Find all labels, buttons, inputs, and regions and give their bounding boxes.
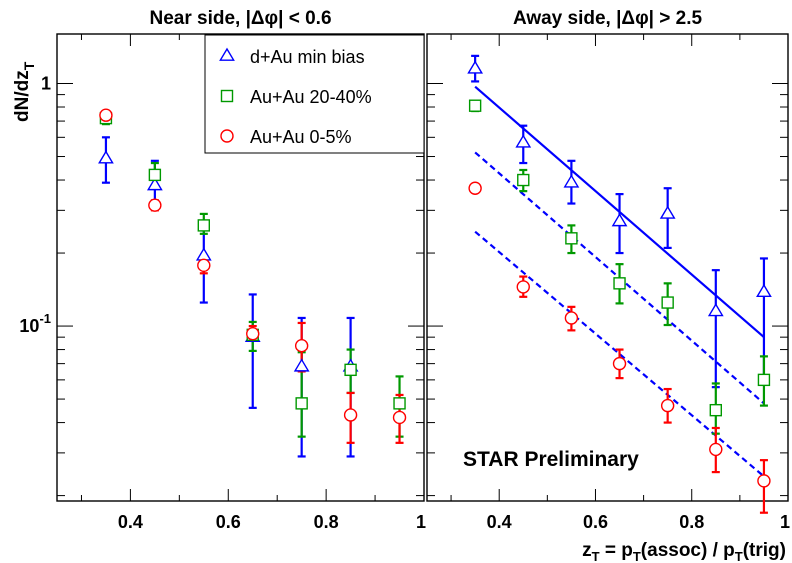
x-tick-label: 0.6 [583, 512, 608, 532]
legend-marker [220, 129, 234, 143]
legend-box [204, 34, 425, 154]
near-side-panel: Near side, |Δφ| < 0.6 0.4 0.6 0.8 1 1 10-1 dN/d… [12, 8, 426, 532]
data-point [197, 219, 211, 232]
data-point [612, 356, 627, 371]
x-tick-label: 0.4 [487, 512, 512, 532]
x-axis-label-part: z [582, 540, 592, 561]
plot-frame [56, 33, 425, 502]
y-tick-label-base: 10 [19, 316, 39, 336]
data-point [660, 398, 675, 413]
data-point [707, 302, 724, 317]
data-point [195, 247, 212, 261]
data-point [343, 408, 358, 422]
x-axis-label-sub: T [735, 549, 743, 563]
data-point [295, 397, 308, 410]
series-triangle [98, 150, 359, 372]
x-axis-label: zT = pT(assoc) / pT(trig) [582, 540, 786, 563]
away-side-panel: Away side, |Δφ| > 2.50.4 0.6 0.8 1zT = pT(a… [426, 8, 790, 563]
data-point [611, 213, 628, 227]
data-point [294, 338, 309, 353]
x-axis-label-part: (assoc) / p [641, 540, 735, 561]
error-bars-circle [519, 275, 768, 514]
x-tick-label: 0.8 [314, 512, 339, 532]
x-tick-label: 0.8 [679, 512, 704, 532]
data-point [468, 181, 482, 195]
legend-label: Au+Au 20-40% [250, 87, 372, 107]
y-tick-label: 1 [41, 74, 51, 94]
data-point [148, 168, 162, 182]
y-axis-label-sub: T [21, 61, 37, 70]
y-tick-label: 10-1 [19, 311, 51, 336]
data-point [709, 442, 723, 457]
chart-title: Near side, |Δφ| < 0.6 [149, 8, 331, 29]
data-point [393, 397, 406, 410]
series-square [468, 99, 771, 417]
data-point [709, 403, 722, 417]
series-circle [99, 108, 407, 425]
data-point [515, 134, 532, 148]
y-tick-label-exp: -1 [39, 311, 51, 326]
data-point [517, 173, 530, 187]
data-point [659, 205, 676, 219]
data-point [756, 283, 772, 298]
data-point [344, 363, 357, 377]
data-point [146, 177, 163, 191]
legend-marker [220, 89, 234, 103]
x-tick-label: 1 [780, 512, 790, 532]
data-point [661, 296, 674, 309]
data-point [293, 358, 310, 372]
data-point [467, 60, 484, 74]
annotation-star-preliminary: STAR Preliminary [463, 448, 639, 471]
x-axis-label-part: = p [600, 540, 633, 561]
data-point [99, 108, 113, 122]
y-tick-label-base: 1 [41, 74, 51, 94]
x-tick-label: 0.4 [118, 512, 143, 532]
y-axis-label: dN/dzT [12, 61, 37, 122]
data-point [148, 198, 162, 212]
chart-title: Away side, |Δφ| > 2.5 [513, 8, 703, 29]
legend-label: d+Au min bias [250, 47, 365, 67]
data-point [757, 474, 771, 488]
legend-label: Au+Au 0-5% [250, 127, 352, 147]
y-axis-label-main: dN/dz [12, 70, 33, 122]
x-tick-label: 1 [416, 512, 426, 532]
data-point [98, 150, 114, 164]
x-axis-label-part: (trig) [743, 540, 786, 561]
data-point [757, 373, 771, 387]
data-point [468, 99, 482, 112]
plot-frame [426, 33, 789, 502]
x-axis-label-sub: T [633, 549, 641, 563]
error-bars-triangle [101, 136, 355, 458]
data-point [392, 410, 407, 425]
data-point [613, 277, 626, 290]
series-triangle [467, 60, 772, 317]
data-point [564, 311, 579, 325]
data-point [246, 327, 260, 341]
data-point [565, 232, 578, 245]
x-axis-label-sub: T [592, 549, 600, 563]
legend-marker [219, 47, 235, 61]
data-point [516, 280, 530, 294]
data-point [563, 174, 580, 188]
data-point [197, 258, 211, 273]
x-tick-label: 0.6 [216, 512, 241, 532]
legend: d+Au min bias Au+Au 20-40% Au+Au 0-5% [204, 34, 425, 154]
series-circle [468, 181, 771, 488]
